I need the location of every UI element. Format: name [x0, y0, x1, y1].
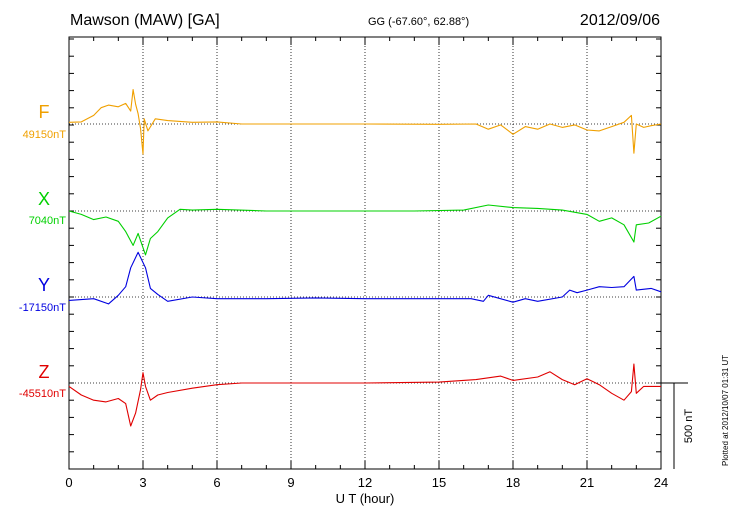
- baseline-label-y: -17150nT: [19, 302, 66, 314]
- scale-bar-label: 500 nT: [683, 409, 695, 444]
- baseline-label-z: -45510nT: [19, 388, 66, 400]
- x-tick-label: 9: [287, 475, 294, 490]
- baseline-label-f: 49150nT: [23, 129, 67, 141]
- x-tick-label: 21: [580, 475, 594, 490]
- series-label-y: Y: [38, 275, 50, 295]
- chart-date: 2012/09/06: [579, 12, 660, 29]
- series-line-z: [68, 363, 661, 427]
- chart-title: Mawson (MAW) [GA]: [70, 12, 220, 29]
- x-tick-label: 24: [654, 475, 668, 490]
- x-axis-label: U T (hour): [336, 491, 395, 506]
- series-label-f: F: [39, 102, 50, 122]
- x-tick-label: 6: [213, 475, 220, 490]
- plotted-timestamp: Plotted at 2012/10/07 01:31 UT: [721, 354, 730, 466]
- series-line-f: [68, 89, 662, 155]
- station-coordinates: GG (-67.60°, 62.88°): [368, 16, 470, 28]
- series-line-x: [68, 204, 662, 256]
- series-label-z: Z: [39, 362, 50, 382]
- series-label-x: X: [38, 189, 50, 209]
- baseline-label-x: 7040nT: [29, 215, 67, 227]
- x-tick-label: 15: [432, 475, 446, 490]
- series-line-y: [68, 251, 662, 305]
- x-tick-label: 18: [506, 475, 520, 490]
- x-tick-label: 3: [139, 475, 146, 490]
- x-tick-label: 0: [65, 475, 72, 490]
- x-tick-label: 12: [358, 475, 372, 490]
